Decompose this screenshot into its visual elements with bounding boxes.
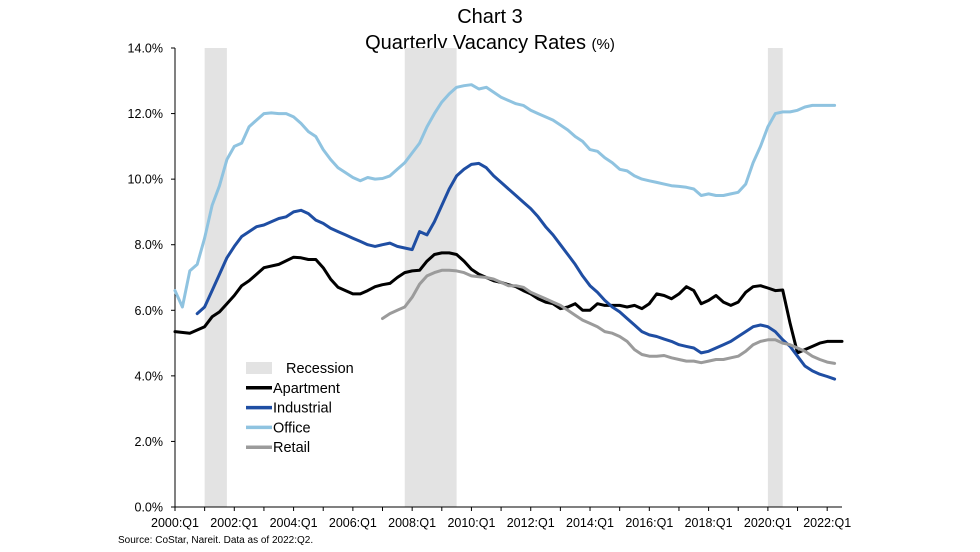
- series-line-retail: [381, 268, 837, 365]
- source-note: Source: CoStar, Nareit. Data as of 2022:…: [118, 535, 314, 546]
- x-tick-label: 2020:Q1: [744, 516, 792, 530]
- y-tick-label: 2.0%: [135, 435, 164, 449]
- x-tick-label: 2010:Q1: [447, 516, 495, 530]
- series-line-industrial: [195, 161, 837, 381]
- y-tick-label: 8.0%: [135, 238, 164, 252]
- series-line-office: [173, 83, 837, 309]
- x-tick-label: 2018:Q1: [685, 516, 733, 530]
- legend-label-office: Office: [273, 420, 311, 436]
- x-tick-label: 2012:Q1: [507, 516, 555, 530]
- x-tick-label: 2004:Q1: [270, 516, 318, 530]
- y-tick-label: 4.0%: [135, 369, 164, 383]
- y-tick-label: 0.0%: [135, 501, 164, 515]
- x-tick-label: 2014:Q1: [566, 516, 614, 530]
- x-tick-label: 2022:Q1: [803, 516, 851, 530]
- recession-band: [204, 48, 227, 507]
- legend-label-apartment: Apartment: [273, 381, 340, 397]
- x-tick-label: 2016:Q1: [625, 516, 673, 530]
- x-tick-label: 2008:Q1: [388, 516, 436, 530]
- chart-subtitle-unit: (%): [591, 36, 615, 53]
- recession-band: [404, 48, 457, 507]
- legend-label-retail: Retail: [273, 440, 310, 456]
- y-tick-label: 12.0%: [128, 107, 163, 121]
- x-tick-label: 2006:Q1: [329, 516, 377, 530]
- y-tick-label: 10.0%: [128, 173, 163, 187]
- legend-label-recession: Recession: [286, 361, 354, 377]
- legend-label-industrial: Industrial: [273, 401, 332, 417]
- series-line-apartment: [173, 251, 844, 355]
- x-tick-label: 2002:Q1: [210, 516, 258, 530]
- y-tick-label: 14.0%: [128, 42, 163, 56]
- x-tick-label: 2000:Q1: [151, 516, 199, 530]
- y-tick-label: 6.0%: [135, 304, 164, 318]
- chart-title: Chart 3: [457, 6, 523, 28]
- legend-swatch-recession: [246, 362, 272, 374]
- recession-band: [767, 48, 783, 507]
